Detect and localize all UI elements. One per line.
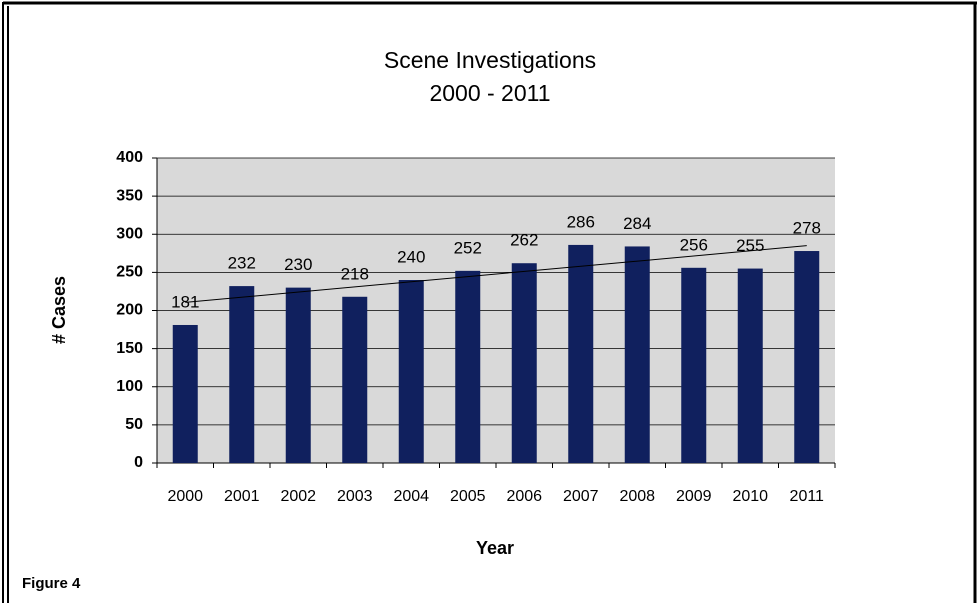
x-tick-label: 2003 xyxy=(337,488,373,505)
data-label: 256 xyxy=(680,235,708,254)
x-tick-label: 2001 xyxy=(224,488,260,505)
bar xyxy=(229,286,255,463)
data-label: 278 xyxy=(793,219,821,238)
x-tick-label: 2002 xyxy=(280,488,316,505)
data-label: 232 xyxy=(228,254,256,273)
figure-label: Figure 4 xyxy=(22,575,81,592)
y-tick-label: 0 xyxy=(134,454,143,471)
trend-line xyxy=(185,245,807,303)
data-label: 262 xyxy=(510,231,538,250)
x-tick-label: 2006 xyxy=(506,488,542,505)
bar xyxy=(455,270,481,463)
x-tick-label: 2009 xyxy=(676,488,712,505)
x-tick-label: 2010 xyxy=(732,488,768,505)
bar xyxy=(568,244,594,463)
bar xyxy=(794,251,820,463)
bar xyxy=(285,287,311,463)
y-tick-label: 50 xyxy=(125,416,143,433)
bar xyxy=(511,263,537,463)
x-tick-label: 2000 xyxy=(167,488,203,505)
x-tick-label: 2011 xyxy=(790,488,825,505)
x-tick-label: 2007 xyxy=(563,488,599,505)
x-tick-label: 2004 xyxy=(393,488,429,505)
y-tick-label: 100 xyxy=(116,378,143,395)
x-tick-label: 2008 xyxy=(619,488,655,505)
y-tick-label: 350 xyxy=(116,187,143,204)
data-label: 230 xyxy=(284,255,312,274)
bar xyxy=(624,246,650,463)
y-tick-label: 250 xyxy=(116,264,143,281)
y-tick-label: 200 xyxy=(116,302,143,319)
data-label: 240 xyxy=(397,247,425,266)
bar xyxy=(398,280,424,463)
y-tick-label: 300 xyxy=(116,225,143,242)
y-tick-label: 400 xyxy=(116,149,143,166)
x-axis-label: Year xyxy=(476,538,514,558)
y-axis-label: # Cases xyxy=(49,276,69,344)
x-tick-label: 2005 xyxy=(450,488,486,505)
data-label: 252 xyxy=(454,238,482,257)
bar xyxy=(172,324,198,463)
chart-subtitle: 2000 - 2011 xyxy=(429,80,550,106)
bar xyxy=(737,268,763,463)
data-label: 286 xyxy=(567,212,595,231)
bar xyxy=(681,267,707,463)
data-label: 284 xyxy=(623,214,651,233)
bar xyxy=(342,296,368,463)
y-tick-label: 150 xyxy=(116,340,143,357)
chart-title: Scene Investigations xyxy=(384,47,596,73)
data-label: 218 xyxy=(341,264,369,283)
